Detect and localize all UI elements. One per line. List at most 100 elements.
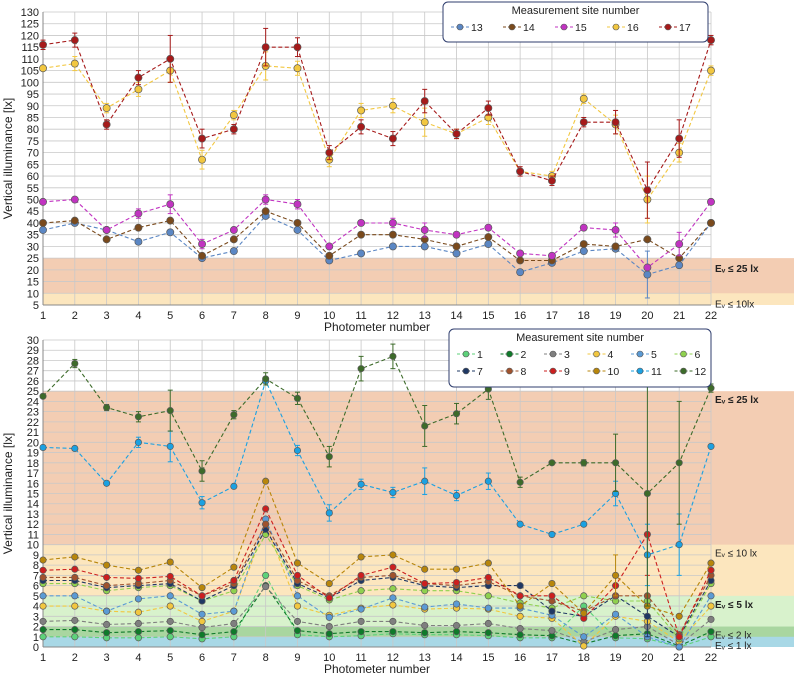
data-point <box>675 633 683 641</box>
data-point <box>612 610 620 618</box>
data-point <box>102 226 111 234</box>
data-point <box>389 617 397 625</box>
y-tick-label: 60 <box>27 171 39 183</box>
data-point <box>39 64 47 73</box>
legend-item-7: 7 <box>457 366 483 378</box>
legend-item-13: 13 <box>451 22 483 34</box>
data-point <box>198 624 206 632</box>
series-5 <box>39 515 715 651</box>
data-point <box>262 477 270 485</box>
data-point <box>325 580 333 588</box>
chart-2: Eᵥ ≤ 25 lx Eᵥ ≤ 10 lx Eᵥ ≤ 5 lx Eᵥ ≤ 2 lxEᵥ… <box>1 328 794 676</box>
data-point <box>134 237 143 246</box>
data-point <box>229 111 238 120</box>
data-point <box>325 630 333 638</box>
data-point <box>389 551 397 559</box>
data-point <box>421 629 429 637</box>
x-tick-label: 22 <box>705 652 717 664</box>
data-point <box>420 226 429 234</box>
x-tick-label: 9 <box>294 310 300 322</box>
series-line <box>43 523 712 636</box>
legend-marker <box>593 350 600 358</box>
legend-item-1: 1 <box>457 349 483 361</box>
data-point <box>643 489 651 498</box>
x-tick-label: 8 <box>263 652 269 664</box>
y-tick-label: 13 <box>27 509 39 521</box>
data-point <box>166 54 175 63</box>
data-point <box>71 359 79 368</box>
data-point <box>388 101 397 110</box>
data-point <box>389 571 397 579</box>
data-point <box>484 477 492 485</box>
x-tick-label: 12 <box>387 310 399 322</box>
x-tick-label: 3 <box>104 310 110 322</box>
data-point <box>452 600 461 608</box>
zone-label: Eᵥ ≤ 10lx <box>715 299 754 310</box>
data-point <box>580 459 588 467</box>
x-tick-label: 10 <box>323 310 335 322</box>
data-point <box>39 556 47 564</box>
y-tick-label: 45 <box>27 206 39 218</box>
data-point <box>675 459 683 467</box>
y-tick-label: 2 <box>33 622 39 634</box>
data-point <box>325 622 333 631</box>
legend-item-2: 2 <box>500 349 527 361</box>
series-line <box>42 507 712 639</box>
data-point <box>580 642 588 650</box>
data-point <box>262 571 270 579</box>
y-tick-label: 25 <box>27 253 39 265</box>
x-tick-label: 10 <box>323 652 335 664</box>
data-point <box>166 602 174 610</box>
data-point <box>134 619 142 628</box>
data-point <box>516 612 524 620</box>
data-point <box>579 247 588 256</box>
data-point <box>134 574 142 582</box>
legend-label: 13 <box>471 22 483 34</box>
data-point <box>707 592 715 600</box>
data-point <box>198 499 206 507</box>
legend-item-15: 15 <box>555 22 587 34</box>
data-point <box>388 134 397 143</box>
data-point <box>325 594 333 602</box>
x-tick-label: 18 <box>578 310 590 322</box>
y-tick-label: 110 <box>21 54 39 66</box>
x-tick-label: 21 <box>673 652 685 664</box>
legend-marker <box>560 23 568 31</box>
data-point <box>516 268 525 277</box>
data-point <box>707 384 715 392</box>
x-tick-label: 11 <box>355 652 366 664</box>
y-tick-label: 3 <box>33 611 39 623</box>
data-point <box>548 530 556 538</box>
legend-item-5: 5 <box>631 349 657 361</box>
legend-label: 17 <box>679 22 691 34</box>
data-point <box>389 352 397 360</box>
data-point <box>357 617 365 625</box>
data-point <box>707 615 715 623</box>
zone-label: Eᵥ ≤ 10 lx <box>715 549 757 560</box>
data-point <box>261 43 270 52</box>
series-line <box>42 63 712 201</box>
data-point <box>229 226 238 234</box>
data-point <box>516 520 524 528</box>
x-tick-label: 16 <box>514 310 526 322</box>
series-line <box>43 517 712 648</box>
data-point <box>612 571 620 579</box>
x-tick-label: 11 <box>355 310 366 322</box>
data-point <box>357 365 365 373</box>
y-tick-label: 10 <box>27 288 39 300</box>
x-tick-label: 9 <box>294 652 300 664</box>
x-tick-label: 21 <box>673 310 685 322</box>
data-point <box>134 73 143 82</box>
x-tick-label: 4 <box>135 652 141 664</box>
zone-label: Eᵥ ≤ 2 lx <box>715 631 752 642</box>
x-axis-title: Photometer number <box>324 662 430 676</box>
legend-marker <box>636 367 644 375</box>
x-tick-label: 3 <box>104 652 110 664</box>
data-point <box>484 233 493 241</box>
x-tick-label: 15 <box>482 652 494 664</box>
data-point <box>612 459 620 467</box>
data-point <box>707 559 715 567</box>
zone-label: Eᵥ ≤ 5 lx <box>715 600 753 611</box>
